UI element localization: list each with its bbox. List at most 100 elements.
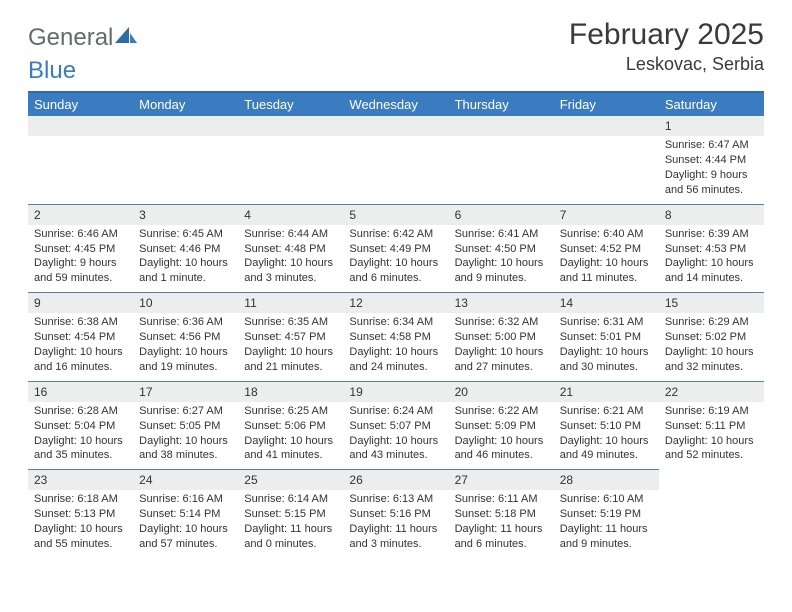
daylight-line: Daylight: 10 hours and 1 minute. [139,256,232,286]
weekday-header: Monday [133,93,238,116]
day-number: 17 [133,382,238,402]
day-number: 9 [28,293,133,313]
day-number: 25 [238,470,343,490]
daylight-line: Daylight: 9 hours and 59 minutes. [34,256,127,286]
day-body: Sunrise: 6:25 AMSunset: 5:06 PMDaylight:… [238,404,343,463]
weekday-header: Saturday [659,93,764,116]
daynum-bar-empty [449,116,554,136]
day-number: 4 [238,205,343,225]
day-body: Sunrise: 6:31 AMSunset: 5:01 PMDaylight:… [554,315,659,374]
daylight-line: Daylight: 9 hours and 56 minutes. [665,168,758,198]
day-body: Sunrise: 6:19 AMSunset: 5:11 PMDaylight:… [659,404,764,463]
day-body: Sunrise: 6:13 AMSunset: 5:16 PMDaylight:… [343,492,448,551]
day-number: 27 [449,470,554,490]
day-body: Sunrise: 6:28 AMSunset: 5:04 PMDaylight:… [28,404,133,463]
day-number: 14 [554,293,659,313]
day-cell: 2Sunrise: 6:46 AMSunset: 4:45 PMDaylight… [28,204,133,293]
day-number: 24 [133,470,238,490]
sunrise-line: Sunrise: 6:39 AM [665,227,758,242]
logo-text-2: Blue [28,57,76,85]
day-body: Sunrise: 6:44 AMSunset: 4:48 PMDaylight:… [238,227,343,286]
sunset-line: Sunset: 5:16 PM [349,507,442,522]
empty-cell [449,116,554,204]
empty-cell [238,116,343,204]
empty-cell [343,116,448,204]
sunset-line: Sunset: 5:18 PM [455,507,548,522]
logo-sail-icon [115,24,137,52]
day-number: 15 [659,293,764,313]
empty-cell [133,116,238,204]
day-body: Sunrise: 6:39 AMSunset: 4:53 PMDaylight:… [659,227,764,286]
sunset-line: Sunset: 4:54 PM [34,330,127,345]
day-number: 8 [659,205,764,225]
day-number: 10 [133,293,238,313]
daynum-bar-empty [28,116,133,136]
sunrise-line: Sunrise: 6:16 AM [139,492,232,507]
sunrise-line: Sunrise: 6:24 AM [349,404,442,419]
sunset-line: Sunset: 5:04 PM [34,419,127,434]
daylight-line: Daylight: 11 hours and 0 minutes. [244,522,337,552]
sunrise-line: Sunrise: 6:22 AM [455,404,548,419]
day-cell: 1Sunrise: 6:47 AMSunset: 4:44 PMDaylight… [659,116,764,204]
daylight-line: Daylight: 10 hours and 55 minutes. [34,522,127,552]
sunset-line: Sunset: 5:19 PM [560,507,653,522]
weekday-header: Friday [554,93,659,116]
sunset-line: Sunset: 5:11 PM [665,419,758,434]
day-cell: 21Sunrise: 6:21 AMSunset: 5:10 PMDayligh… [554,381,659,470]
daylight-line: Daylight: 10 hours and 9 minutes. [455,256,548,286]
sunrise-line: Sunrise: 6:34 AM [349,315,442,330]
sunrise-line: Sunrise: 6:41 AM [455,227,548,242]
sunrise-line: Sunrise: 6:18 AM [34,492,127,507]
weekday-header: Sunday [28,93,133,116]
daylight-line: Daylight: 10 hours and 41 minutes. [244,434,337,464]
sunrise-line: Sunrise: 6:32 AM [455,315,548,330]
sunrise-line: Sunrise: 6:31 AM [560,315,653,330]
daynum-bar-empty [343,116,448,136]
daylight-line: Daylight: 11 hours and 9 minutes. [560,522,653,552]
day-number: 22 [659,382,764,402]
day-number: 23 [28,470,133,490]
day-cell: 17Sunrise: 6:27 AMSunset: 5:05 PMDayligh… [133,381,238,470]
sunset-line: Sunset: 4:45 PM [34,242,127,257]
sunset-line: Sunset: 5:10 PM [560,419,653,434]
day-cell: 26Sunrise: 6:13 AMSunset: 5:16 PMDayligh… [343,469,448,558]
daylight-line: Daylight: 10 hours and 6 minutes. [349,256,442,286]
sunrise-line: Sunrise: 6:21 AM [560,404,653,419]
weekday-header: Wednesday [343,93,448,116]
day-cell: 27Sunrise: 6:11 AMSunset: 5:18 PMDayligh… [449,469,554,558]
sunset-line: Sunset: 5:14 PM [139,507,232,522]
day-cell: 15Sunrise: 6:29 AMSunset: 5:02 PMDayligh… [659,292,764,381]
daynum-bar-empty [238,116,343,136]
day-body: Sunrise: 6:32 AMSunset: 5:00 PMDaylight:… [449,315,554,374]
daylight-line: Daylight: 10 hours and 14 minutes. [665,256,758,286]
daylight-line: Daylight: 10 hours and 27 minutes. [455,345,548,375]
day-cell: 10Sunrise: 6:36 AMSunset: 4:56 PMDayligh… [133,292,238,381]
sunrise-line: Sunrise: 6:10 AM [560,492,653,507]
daylight-line: Daylight: 10 hours and 21 minutes. [244,345,337,375]
day-cell: 4Sunrise: 6:44 AMSunset: 4:48 PMDaylight… [238,204,343,293]
daylight-line: Daylight: 10 hours and 24 minutes. [349,345,442,375]
daylight-line: Daylight: 11 hours and 3 minutes. [349,522,442,552]
sunset-line: Sunset: 4:57 PM [244,330,337,345]
day-cell: 5Sunrise: 6:42 AMSunset: 4:49 PMDaylight… [343,204,448,293]
sunset-line: Sunset: 5:09 PM [455,419,548,434]
day-cell: 23Sunrise: 6:18 AMSunset: 5:13 PMDayligh… [28,469,133,558]
logo: General [28,24,137,52]
logo-text-1: General [28,24,113,52]
sunrise-line: Sunrise: 6:11 AM [455,492,548,507]
day-body: Sunrise: 6:46 AMSunset: 4:45 PMDaylight:… [28,227,133,286]
sunrise-line: Sunrise: 6:19 AM [665,404,758,419]
daylight-line: Daylight: 10 hours and 35 minutes. [34,434,127,464]
day-cell: 19Sunrise: 6:24 AMSunset: 5:07 PMDayligh… [343,381,448,470]
sunrise-line: Sunrise: 6:40 AM [560,227,653,242]
title-block: February 2025 Leskovac, Serbia [569,18,764,75]
day-body: Sunrise: 6:47 AMSunset: 4:44 PMDaylight:… [659,138,764,197]
sunset-line: Sunset: 5:05 PM [139,419,232,434]
day-body: Sunrise: 6:29 AMSunset: 5:02 PMDaylight:… [659,315,764,374]
day-cell: 24Sunrise: 6:16 AMSunset: 5:14 PMDayligh… [133,469,238,558]
day-body: Sunrise: 6:14 AMSunset: 5:15 PMDaylight:… [238,492,343,551]
sunrise-line: Sunrise: 6:38 AM [34,315,127,330]
day-cell: 8Sunrise: 6:39 AMSunset: 4:53 PMDaylight… [659,204,764,293]
day-body: Sunrise: 6:41 AMSunset: 4:50 PMDaylight:… [449,227,554,286]
daylight-line: Daylight: 10 hours and 11 minutes. [560,256,653,286]
